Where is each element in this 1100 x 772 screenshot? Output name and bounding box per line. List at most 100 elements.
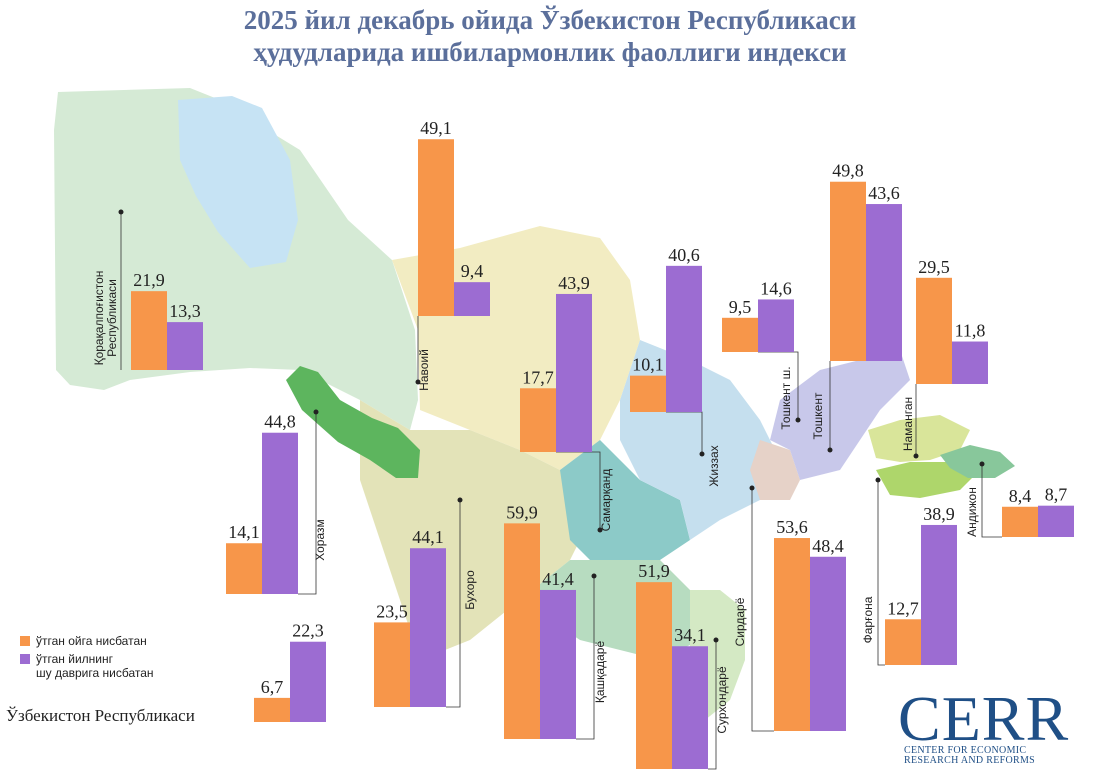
region-1-name-label: ҚорақалпоғистонРеспубликаси	[92, 271, 119, 366]
region-13-value-label-monthly: 12,7	[887, 598, 919, 618]
region-11-name-line-1: Тошкент	[811, 392, 825, 439]
region-12-map-dot	[913, 453, 919, 459]
national-bar-monthly	[254, 697, 290, 722]
region-13-leader-line	[877, 480, 885, 666]
map-region-syrdarya	[750, 440, 800, 500]
region-2-bar-yearly	[454, 282, 490, 316]
region-3-name-label: Хоразм	[313, 519, 327, 561]
region-6-bar-monthly	[504, 523, 540, 739]
region-4-map-dot	[457, 497, 463, 503]
legend-label-monthly: ўтган ойга нисбатан	[36, 634, 147, 648]
region-9-name-label: Сирдарё	[733, 597, 747, 646]
region-5-name-line-1: Самарқанд	[599, 469, 613, 532]
legend-label-yearly-line-1: ўтган йилнинг	[36, 652, 113, 666]
region-6-name-label: Қашқадарё	[593, 641, 607, 704]
region-4-bar-monthly	[374, 622, 410, 707]
region-4-name-line-1: Бухоро	[463, 570, 477, 610]
legend-swatch-yearly	[20, 654, 30, 664]
map-region-samarkand	[560, 440, 690, 560]
region-5-value-label-yearly: 43,9	[558, 273, 590, 293]
national-label: Ўзбекистон Республикаси	[6, 706, 195, 725]
region-9-bar-yearly	[810, 556, 846, 731]
region-13-name-line-1: Фарғона	[861, 596, 875, 643]
map-region-khorezm	[286, 366, 420, 478]
map-region-andijan	[940, 445, 1015, 478]
region-1-name-line-2: Республикаси	[105, 279, 119, 357]
region-10-bar-yearly	[758, 299, 794, 352]
region-4-value-label-yearly: 44,1	[412, 527, 444, 547]
region-11-bar-yearly	[866, 204, 902, 361]
region-4-name-label: Бухоро	[463, 570, 477, 610]
legend-item-yearly: ўтган йилнинг шу даврига нисбатан	[20, 652, 154, 680]
region-2-name-line-1: Навоий	[417, 349, 431, 391]
region-13-bar-yearly	[921, 524, 957, 665]
region-10-value-label-yearly: 14,6	[760, 278, 792, 298]
region-14-bar-yearly	[1038, 505, 1074, 537]
legend-label-yearly: ўтган йилнинг шу даврига нисбатан	[36, 652, 154, 680]
legend-label-yearly-line-2: шу даврига нисбатан	[36, 666, 154, 680]
region-1-bar-yearly	[167, 322, 203, 370]
region-14-value-label-monthly: 8,4	[1009, 486, 1032, 506]
region-11-value-label-monthly: 49,8	[832, 161, 864, 181]
region-10-bar-monthly	[722, 317, 758, 352]
region-14-map-dot	[979, 461, 985, 467]
region-5-bar-monthly	[520, 388, 556, 452]
region-7-bar-monthly	[636, 582, 672, 769]
region-9-value-label-yearly: 48,4	[812, 536, 844, 556]
region-13-map-dot	[875, 477, 881, 483]
labels-layer: 21,913,3 ҚорақалпоғистонРеспубликаси 49,1 9…	[92, 118, 1067, 733]
cerr-logo-subtitle-line-2: RESEARCH AND REFORMS	[904, 755, 1036, 766]
region-7-name-label: Сурхондарё	[715, 666, 729, 734]
region-12-bar-monthly	[916, 277, 952, 384]
region-7-value-label-yearly: 34,1	[674, 625, 706, 645]
region-3-leader-line	[298, 412, 317, 595]
cerr-logo-subtitle-line-1: CENTER FOR ECONOMIC	[904, 745, 1027, 756]
region-13-value-label-yearly: 38,9	[923, 504, 955, 524]
map-region-fergana	[876, 462, 975, 498]
national-bar-yearly	[290, 641, 326, 722]
region-8-map-dot	[699, 451, 705, 457]
region-4-value-label-monthly: 23,5	[376, 601, 408, 621]
region-2-map-dot	[415, 379, 421, 385]
region-11-value-label-yearly: 43,6	[868, 183, 900, 203]
map-region-tashkent	[770, 350, 910, 480]
region-12-name-label: Наманган	[901, 397, 915, 451]
region-13-bar-monthly	[885, 619, 921, 665]
region-7-value-label-monthly: 51,9	[638, 561, 670, 581]
region-6-value-label-monthly: 59,9	[506, 502, 538, 522]
region-14-value-label-yearly: 8,7	[1045, 485, 1068, 505]
region-8-value-label-yearly: 40,6	[668, 245, 700, 265]
region-3-value-label-yearly: 44,8	[264, 412, 296, 432]
region-2-bar-monthly	[418, 139, 454, 316]
region-3-value-label-monthly: 14,1	[228, 522, 260, 542]
region-7-name-line-1: Сурхондарё	[715, 666, 729, 734]
legend-item-monthly: ўтган ойга нисбатан	[20, 634, 154, 648]
region-5-name-label: Самарқанд	[599, 469, 613, 532]
national-value-label-yearly: 22,3	[292, 621, 324, 641]
region-8-bar-yearly	[666, 265, 702, 412]
chart-title-line-1: 2025 йил декабрь ойида Ўзбекистон Респуб…	[243, 5, 857, 35]
region-10-name-label: Тошкент ш.	[779, 366, 793, 429]
national-value-label-monthly: 6,7	[261, 677, 284, 697]
region-11-name-label: Тошкент	[811, 392, 825, 439]
legend: ўтган ойга нисбатан ўтган йилнинг шу дав…	[20, 634, 154, 684]
region-1-name-line-1: Қорақалпоғистон	[92, 271, 106, 366]
region-3-bar-monthly	[226, 543, 262, 594]
region-6-map-dot	[591, 573, 597, 579]
region-11-map-dot	[827, 447, 833, 453]
chart-title: 2025 йил декабрь ойида Ўзбекистон Респуб…	[0, 4, 1100, 68]
cerr-logo-text: CERR	[898, 683, 1070, 754]
region-9-value-label-monthly: 53,6	[776, 517, 808, 537]
region-6-bar-yearly	[540, 589, 576, 739]
region-10-name-line-1: Тошкент ш.	[779, 366, 793, 429]
region-8-name-label: Жиззах	[707, 445, 721, 486]
map-aral-sea	[178, 96, 298, 268]
legend-swatch-monthly	[20, 636, 30, 646]
region-1-value-label-yearly: 13,3	[169, 301, 201, 321]
region-8-name-line-1: Жиззах	[707, 445, 721, 486]
region-12-value-label-yearly: 11,8	[955, 321, 986, 341]
region-14-leader-line	[981, 464, 1002, 538]
region-5-map-dot	[597, 527, 603, 533]
region-9-bar-monthly	[774, 538, 810, 731]
region-3-bar-yearly	[262, 432, 298, 594]
